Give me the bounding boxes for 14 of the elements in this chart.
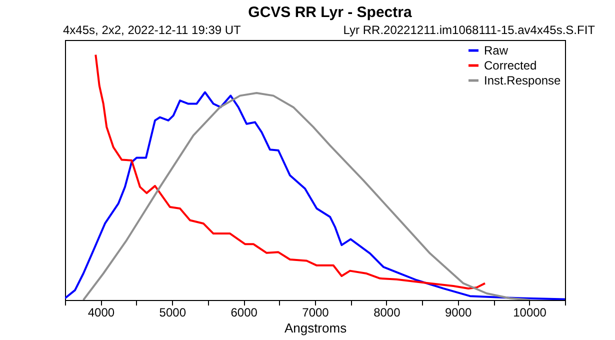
x-tick-label: 7000 bbox=[302, 306, 330, 320]
legend-label: Inst.Response bbox=[484, 74, 562, 88]
x-axis-title: Angstroms bbox=[284, 320, 348, 336]
x-tick-label: 9000 bbox=[445, 306, 472, 320]
legend-label: Raw bbox=[484, 44, 508, 58]
x-tick-label: 6000 bbox=[230, 306, 258, 320]
x-tick-label: 5000 bbox=[159, 306, 186, 320]
chart-subtitle: 4x45s, 2x2, 2022-12-11 19:39 UT bbox=[63, 23, 242, 37]
x-tick-label: 8000 bbox=[374, 306, 401, 320]
chart-title: GCVS RR Lyr - Spectra bbox=[248, 4, 412, 21]
x-tick-label: 4000 bbox=[88, 306, 115, 320]
legend-label: Corrected bbox=[484, 58, 537, 72]
x-tick-label: 10000 bbox=[513, 306, 547, 320]
text: Lyr RR.20221211.im1068111-15.av4x45s.S.FIT bbox=[343, 23, 596, 37]
